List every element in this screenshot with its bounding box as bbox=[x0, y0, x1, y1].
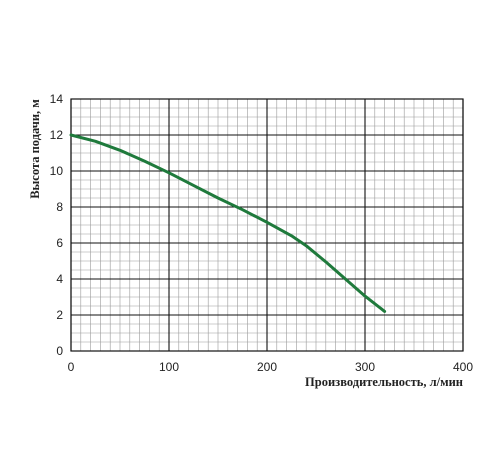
x-tick-label: 200 bbox=[257, 360, 277, 374]
y-tick-label: 8 bbox=[56, 200, 63, 214]
series-layer bbox=[69, 133, 387, 313]
grid bbox=[70, 98, 464, 352]
plot-border bbox=[70, 98, 464, 352]
series-line bbox=[69, 133, 387, 313]
x-axis-label: Производительность, л/мин bbox=[305, 375, 463, 389]
x-tick-label: 400 bbox=[453, 360, 473, 374]
x-tick-label: 0 bbox=[68, 360, 75, 374]
y-tick-label: 2 bbox=[56, 308, 63, 322]
y-tick-label: 12 bbox=[50, 128, 64, 142]
plot-frame bbox=[70, 98, 464, 352]
y-tick-label: 4 bbox=[56, 272, 63, 286]
y-tick-label: 14 bbox=[50, 92, 64, 106]
x-tick-label: 100 bbox=[159, 360, 179, 374]
y-tick-label: 0 bbox=[56, 344, 63, 358]
y-tick-label: 10 bbox=[50, 164, 64, 178]
tick-labels: 0 100 200 300 400 0 2 4 6 8 10 12 14 bbox=[50, 92, 474, 374]
y-axis-label: Высота подачи, м bbox=[28, 99, 42, 199]
y-tick-label: 6 bbox=[56, 236, 63, 250]
x-tick-label: 300 bbox=[355, 360, 375, 374]
